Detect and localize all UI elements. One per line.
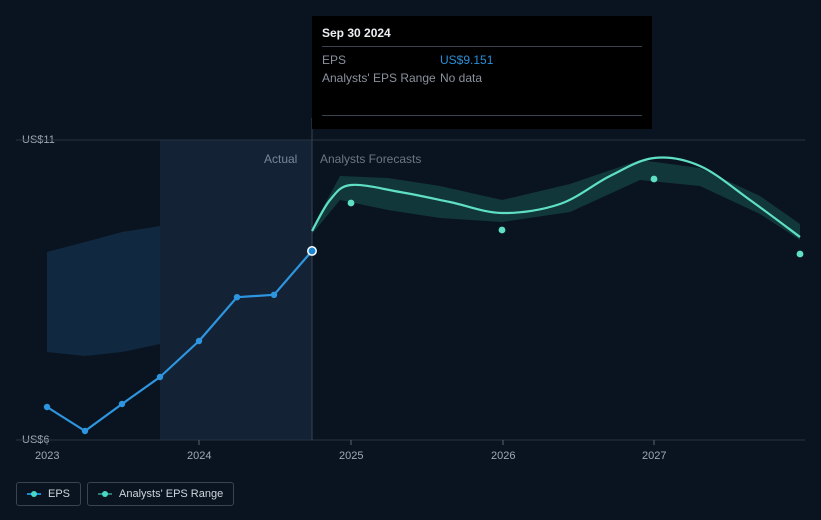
tooltip-label: EPS bbox=[322, 53, 440, 67]
x-axis-label: 2024 bbox=[187, 450, 211, 462]
x-axis-label: 2027 bbox=[642, 450, 666, 462]
legend-item[interactable]: EPS bbox=[16, 482, 81, 506]
chart-legend: EPS Analysts' EPS Range bbox=[16, 482, 234, 506]
tooltip-value: US$9.151 bbox=[440, 53, 493, 67]
x-axis-label: 2023 bbox=[35, 450, 59, 462]
tooltip-value: No data bbox=[440, 71, 482, 85]
tooltip-label: Analysts' EPS Range bbox=[322, 71, 440, 85]
tooltip-divider bbox=[322, 115, 642, 117]
tooltip-row: Analysts' EPS Range No data bbox=[322, 69, 642, 87]
x-axis-label: 2025 bbox=[339, 450, 363, 462]
tooltip-row: EPS US$9.151 bbox=[322, 51, 642, 69]
legend-swatch-icon bbox=[98, 493, 112, 495]
legend-swatch-icon bbox=[27, 493, 41, 495]
tooltip-date: Sep 30 2024 bbox=[322, 26, 642, 47]
legend-item[interactable]: Analysts' EPS Range bbox=[87, 482, 234, 506]
chart-tooltip: Sep 30 2024 EPS US$9.151 Analysts' EPS R… bbox=[312, 16, 652, 129]
legend-label: Analysts' EPS Range bbox=[119, 488, 223, 500]
x-axis-label: 2026 bbox=[491, 450, 515, 462]
legend-label: EPS bbox=[48, 488, 70, 500]
